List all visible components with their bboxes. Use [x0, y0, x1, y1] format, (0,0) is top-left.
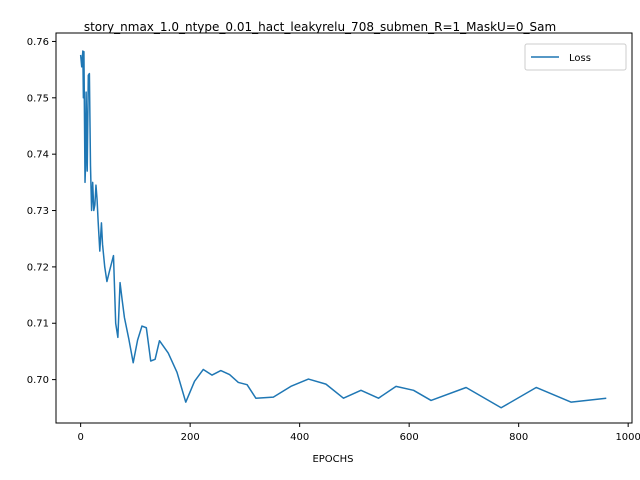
- x-tick-label: 200: [181, 432, 200, 443]
- y-tick-label: 0.75: [27, 93, 49, 104]
- x-tick-label: 600: [400, 432, 419, 443]
- x-tick-label: 400: [290, 432, 309, 443]
- y-tick-label: 0.72: [27, 262, 49, 273]
- plot-frame: [55, 32, 633, 424]
- y-tick-label: 0.70: [27, 375, 49, 386]
- x-tick-label: 0: [77, 432, 83, 443]
- legend-label-loss: Loss: [569, 53, 591, 64]
- series-line-loss: [79, 50, 607, 409]
- y-tick-label: 0.73: [27, 206, 49, 217]
- chart-title: story_nmax_1.0_ntype_0.01_hact_leakyrelu…: [84, 20, 556, 34]
- x-axis-label: EPOCHS: [312, 454, 353, 465]
- x-tick-label: 800: [509, 432, 528, 443]
- x-tick-label: 1000: [615, 432, 640, 443]
- y-tick-label: 0.76: [27, 37, 49, 48]
- legend: Loss: [524, 43, 627, 71]
- legend-box: [524, 43, 627, 71]
- y-tick-label: 0.74: [27, 150, 49, 161]
- y-tick-label: 0.71: [27, 319, 49, 330]
